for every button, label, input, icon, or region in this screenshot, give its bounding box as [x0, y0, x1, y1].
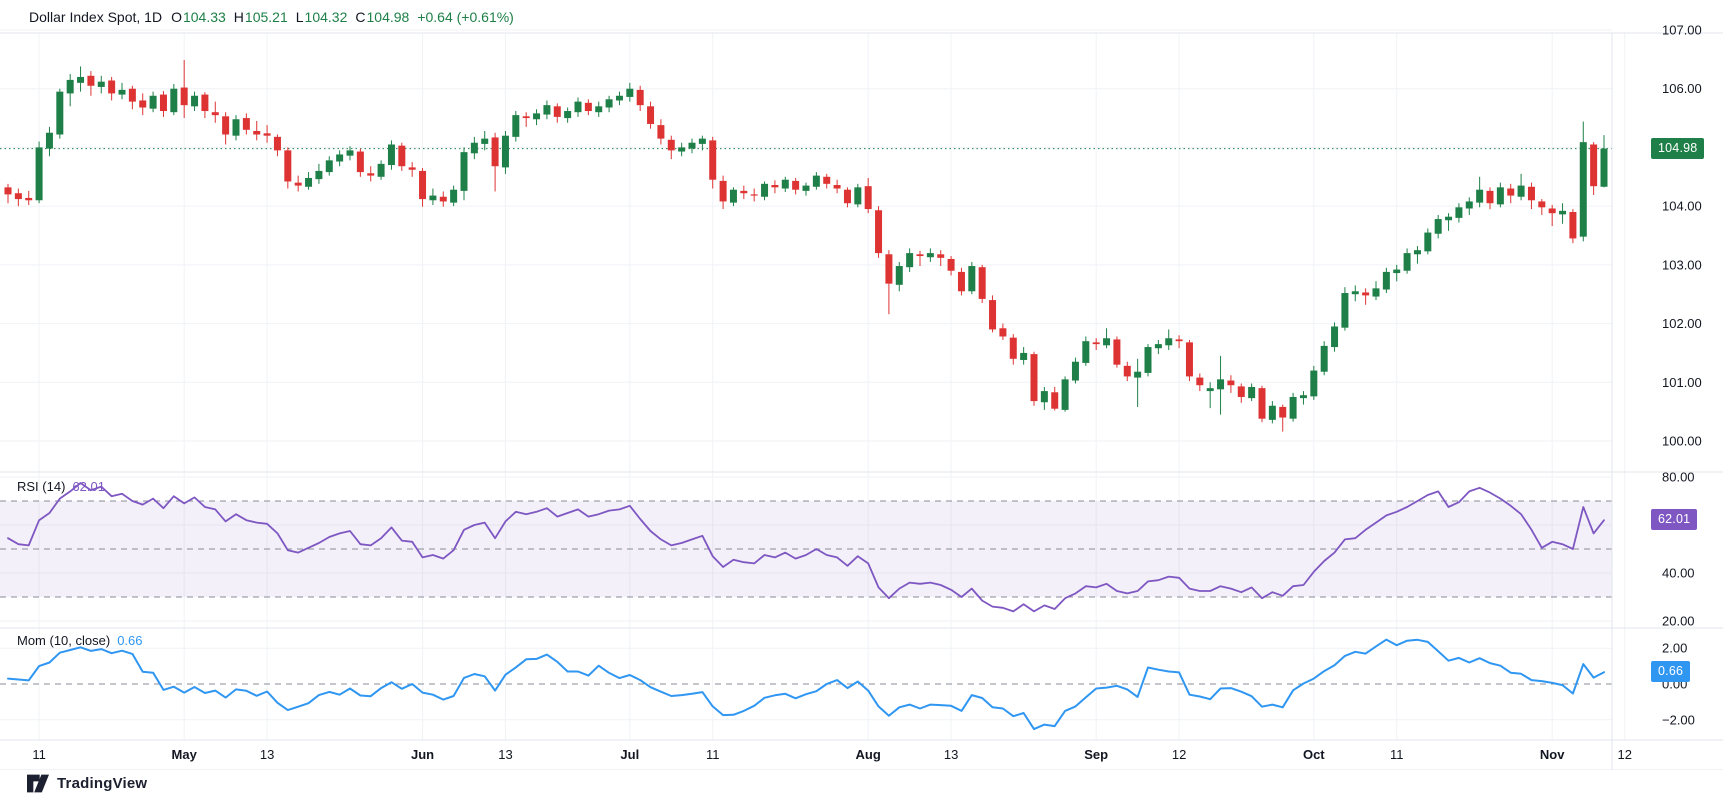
svg-text:2.00: 2.00 — [1662, 641, 1687, 656]
rsi-name[interactable]: RSI (14) — [17, 479, 66, 494]
svg-text:12: 12 — [1172, 747, 1186, 762]
open-label: O — [171, 9, 182, 25]
svg-text:11: 11 — [32, 747, 46, 762]
svg-text:May: May — [172, 747, 198, 762]
svg-text:11: 11 — [1390, 747, 1404, 762]
chart-canvas[interactable]: 107.00 106.00 104.00 103.00 102.00 101.00 100.… — [0, 0, 1723, 770]
rsi-indicator-label[interactable]: RSI (14) 62.01 — [17, 479, 105, 494]
svg-text:40.00: 40.00 — [1662, 566, 1695, 581]
svg-text:100.00: 100.00 — [1662, 433, 1702, 448]
last-price-badge: 104.98 — [1651, 138, 1705, 159]
svg-text:13: 13 — [944, 747, 958, 762]
svg-text:Nov: Nov — [1540, 747, 1565, 762]
svg-text:102.00: 102.00 — [1662, 316, 1702, 331]
svg-text:107.00: 107.00 — [1662, 23, 1702, 38]
low-label: L — [295, 9, 304, 25]
momentum-value: 0.66 — [117, 633, 143, 648]
svg-text:Sep: Sep — [1084, 747, 1108, 762]
horizontal-gridlines — [0, 29, 1612, 721]
svg-text:104.00: 104.00 — [1662, 199, 1702, 214]
close-value: 104.98 — [366, 9, 410, 25]
rsi-value-badge: 62.01 — [1651, 509, 1698, 530]
svg-text:11: 11 — [706, 747, 720, 762]
svg-text:80.00: 80.00 — [1662, 470, 1695, 485]
tradingview-logo-icon — [27, 774, 49, 793]
rsi-line[interactable] — [7, 482, 1605, 613]
svg-text:Jul: Jul — [620, 747, 639, 762]
high-label: H — [233, 9, 244, 25]
candles-layer[interactable] — [4, 59, 1608, 432]
svg-text:13: 13 — [498, 747, 512, 762]
momentum-value-badge: 0.66 — [1651, 661, 1691, 682]
svg-text:Jun: Jun — [411, 747, 434, 762]
price-axis-labels[interactable]: 107.00 106.00 104.00 103.00 102.00 101.00 100.… — [1662, 23, 1702, 728]
svg-text:12: 12 — [1617, 747, 1631, 762]
momentum-name[interactable]: Mom (10, close) — [17, 633, 111, 648]
svg-text:Oct: Oct — [1303, 747, 1325, 762]
symbol-title[interactable]: Dollar Index Spot, 1D — [29, 9, 163, 25]
svg-text:101.00: 101.00 — [1662, 375, 1702, 390]
vertical-gridlines — [38, 33, 1626, 740]
svg-text:103.00: 103.00 — [1662, 257, 1702, 272]
svg-text:20.00: 20.00 — [1662, 614, 1695, 629]
time-axis-labels[interactable]: 11 May 13 Jun 13 Jul 11 Aug 13 Sep 12 Oct 11 Nov 12 — [32, 747, 1632, 762]
open-value: 104.33 — [182, 9, 226, 25]
low-value: 104.32 — [304, 9, 348, 25]
high-value: 105.21 — [244, 9, 288, 25]
svg-text:13: 13 — [260, 747, 274, 762]
svg-text:106.00: 106.00 — [1662, 81, 1702, 96]
momentum-indicator-label[interactable]: Mom (10, close) 0.66 — [17, 633, 143, 648]
close-label: C — [355, 9, 366, 25]
ohlc-values: O 104.33 H 105.21 L 104.32 C 104.98 +0.64 (+… — [171, 9, 514, 25]
change-value: +0.64 (+0.61%) — [417, 9, 514, 25]
momentum-line[interactable] — [7, 638, 1605, 731]
tradingview-brand-text: TradingView — [57, 775, 148, 792]
svg-text:Aug: Aug — [856, 747, 881, 762]
rsi-value: 62.01 — [72, 479, 105, 494]
tradingview-attribution[interactable]: TradingView — [27, 774, 147, 793]
svg-text:−2.00: −2.00 — [1662, 712, 1695, 727]
